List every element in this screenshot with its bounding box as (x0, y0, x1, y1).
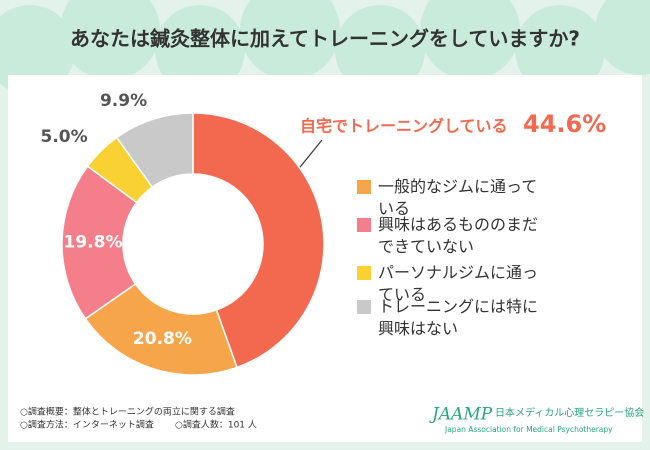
decoration (0, 0, 650, 95)
footnote: ○調査人数：101 人 (175, 419, 257, 431)
legend-label: 興味はあるもののまだできていない (378, 215, 539, 256)
legend-swatch (357, 218, 371, 232)
legend-swatch (357, 180, 371, 194)
data-label: 5.0% (41, 127, 88, 147)
donut-segment (192, 112, 325, 369)
data-label: 9.9% (100, 91, 147, 111)
legend-label: 一般的なジムに通っている (378, 177, 538, 218)
data-label: 20.8% (133, 329, 192, 349)
annotation-label: 自宅でトレーニングしている (300, 117, 508, 136)
legend-label: トレーニングには特に興味はない (378, 297, 539, 338)
donut-segment (115, 112, 194, 189)
footnote: ○調査方法：インターネット調査 (20, 419, 154, 431)
legend-swatch (357, 300, 371, 314)
annotation-value: 44.6% (523, 110, 606, 138)
logo-english: Japan Association for Medical Psychother… (444, 425, 613, 434)
legend-swatch (357, 266, 371, 280)
data-label: 19.8% (64, 233, 123, 253)
legend-label: パーソナルジムに通っている (378, 263, 539, 304)
donut-segment (61, 165, 138, 320)
chart-title: あなたは鍼灸整体に加えてトレーニングをしていますか? (70, 27, 580, 51)
logo-name: 日本メディカル心理セラピー協会 (495, 406, 644, 419)
footnote: ○調査概要：整体とトレーニングの両立に関する調査 (20, 406, 235, 418)
logo-mark: JAAMP (429, 405, 493, 425)
